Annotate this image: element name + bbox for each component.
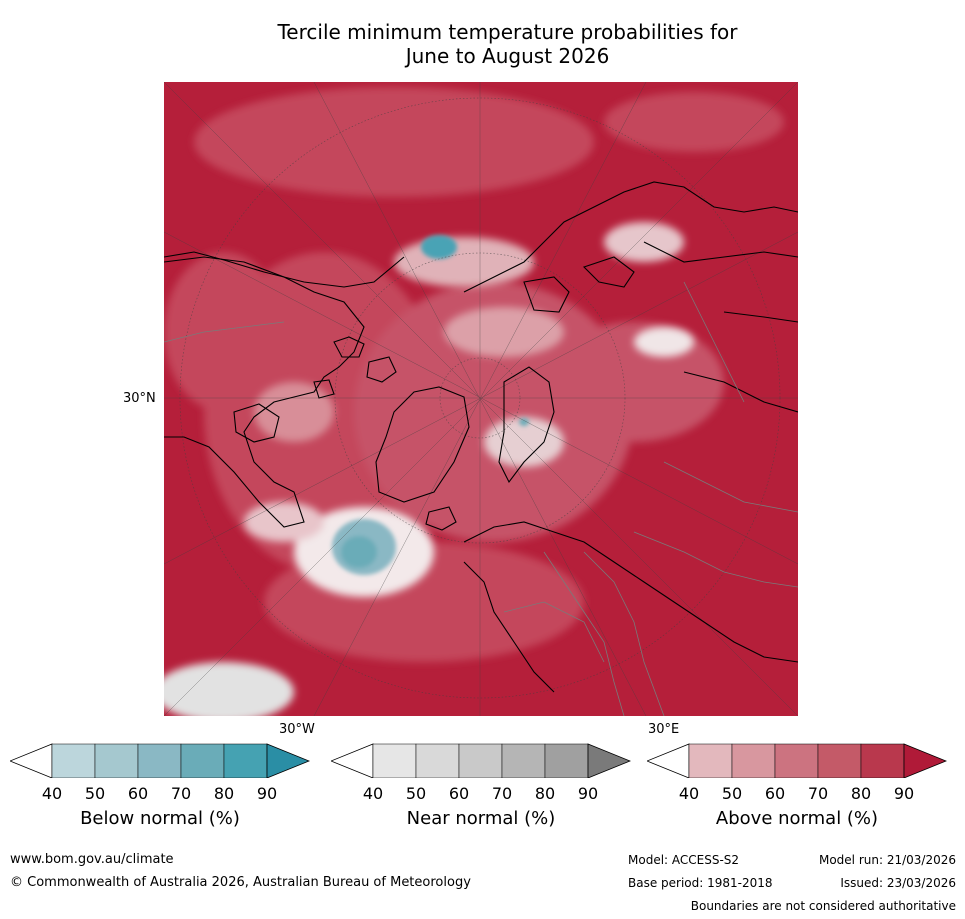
below-normal-areas (332, 235, 529, 575)
colorbar-tick-label: 40 (362, 784, 384, 803)
colorbar-extend-high (903, 743, 947, 778)
footer-base-period: Base period: 1981-2018 (628, 876, 773, 890)
footer-disclaimer: Boundaries are not considered authoritat… (690, 899, 956, 913)
colorbar-segment (860, 743, 905, 778)
legend-label-below: Below normal (%) (80, 808, 240, 829)
colorbar-extend-low (331, 743, 374, 778)
footer-copyright: © Commonwealth of Australia 2026, Austra… (10, 875, 471, 890)
latitude-label-30n: 30°N (123, 391, 156, 406)
colorbar-extend-high (266, 743, 310, 778)
colorbar-segment (415, 743, 460, 778)
colorbar-segment (817, 743, 862, 778)
colorbar-segment (458, 743, 503, 778)
colorbar-extend-low (647, 743, 690, 778)
country-borders (164, 281, 798, 716)
colorbar-tick-label: 40 (678, 784, 700, 803)
colorbar-tick-label: 80 (534, 784, 556, 803)
colorbar-tick-label: 80 (850, 784, 872, 803)
footer-url: www.bom.gov.au/climate (10, 852, 174, 867)
colorbar-tick-label: 60 (448, 784, 470, 803)
map-title: Tercile minimum temperature probabilitie… (160, 20, 855, 68)
colorbar-tick-label: 70 (807, 784, 829, 803)
longitude-label-30w: 30°W (279, 722, 315, 737)
colorbar-tick-label: 70 (170, 784, 192, 803)
colorbar-extend-low (10, 743, 53, 778)
legend-above-normal: Above normal (%) 40 50 60 70 80 90 (647, 742, 947, 842)
footer-model-run: Model run: 21/03/2026 (818, 853, 956, 867)
legend-near-normal: Near normal (%) 40 50 60 70 80 90 (331, 742, 631, 842)
title-line-1: Tercile minimum temperature probabilitie… (277, 20, 738, 44)
title-line-2: June to August 2026 (405, 44, 610, 68)
colorbar-segment (372, 743, 417, 778)
legend-label-near: Near normal (%) (406, 808, 556, 829)
coastlines (164, 181, 798, 693)
colorbar-segment (137, 743, 182, 778)
legend-label-above: Above normal (%) (715, 808, 879, 829)
footer-model: Model: ACCESS-S2 (628, 853, 740, 867)
colorbar-segment (51, 743, 96, 778)
colorbar-segment (94, 743, 139, 778)
colorbar-segment (180, 743, 225, 778)
legend-below-normal: Below normal (%) 40 50 60 70 80 90 (10, 742, 310, 842)
map-svg (164, 82, 798, 716)
colorbar-extend-high (587, 743, 631, 778)
colorbar-above (647, 743, 947, 778)
colorbar-tick-label: 90 (893, 784, 915, 803)
colorbar-tick-label: 60 (127, 784, 149, 803)
colorbar-tick-label: 40 (41, 784, 63, 803)
meridians (164, 82, 798, 716)
longitude-label-30e: 30°E (648, 722, 680, 737)
colorbar-tick-label: 50 (84, 784, 106, 803)
colorbar-segment (731, 743, 776, 778)
colorbar-tick-label: 50 (405, 784, 427, 803)
moderate-above-areas (164, 87, 784, 662)
colorbar-segment (544, 743, 589, 778)
colorbar-segment (688, 743, 733, 778)
colorbar-near (331, 743, 631, 778)
colorbar-tick-label: 60 (764, 784, 786, 803)
colorbar-tick-label: 50 (721, 784, 743, 803)
colorbar-tick-label: 90 (577, 784, 599, 803)
polar-map (164, 82, 798, 716)
footer-issued: Issued: 23/03/2026 (840, 876, 956, 890)
colorbar-segment (774, 743, 819, 778)
colorbar-tick-label: 70 (491, 784, 513, 803)
colorbar-segment (223, 743, 268, 778)
colorbar-tick-label: 80 (213, 784, 235, 803)
colorbar-segment (501, 743, 546, 778)
colorbar-below (10, 743, 310, 778)
colorbar-tick-label: 90 (256, 784, 278, 803)
